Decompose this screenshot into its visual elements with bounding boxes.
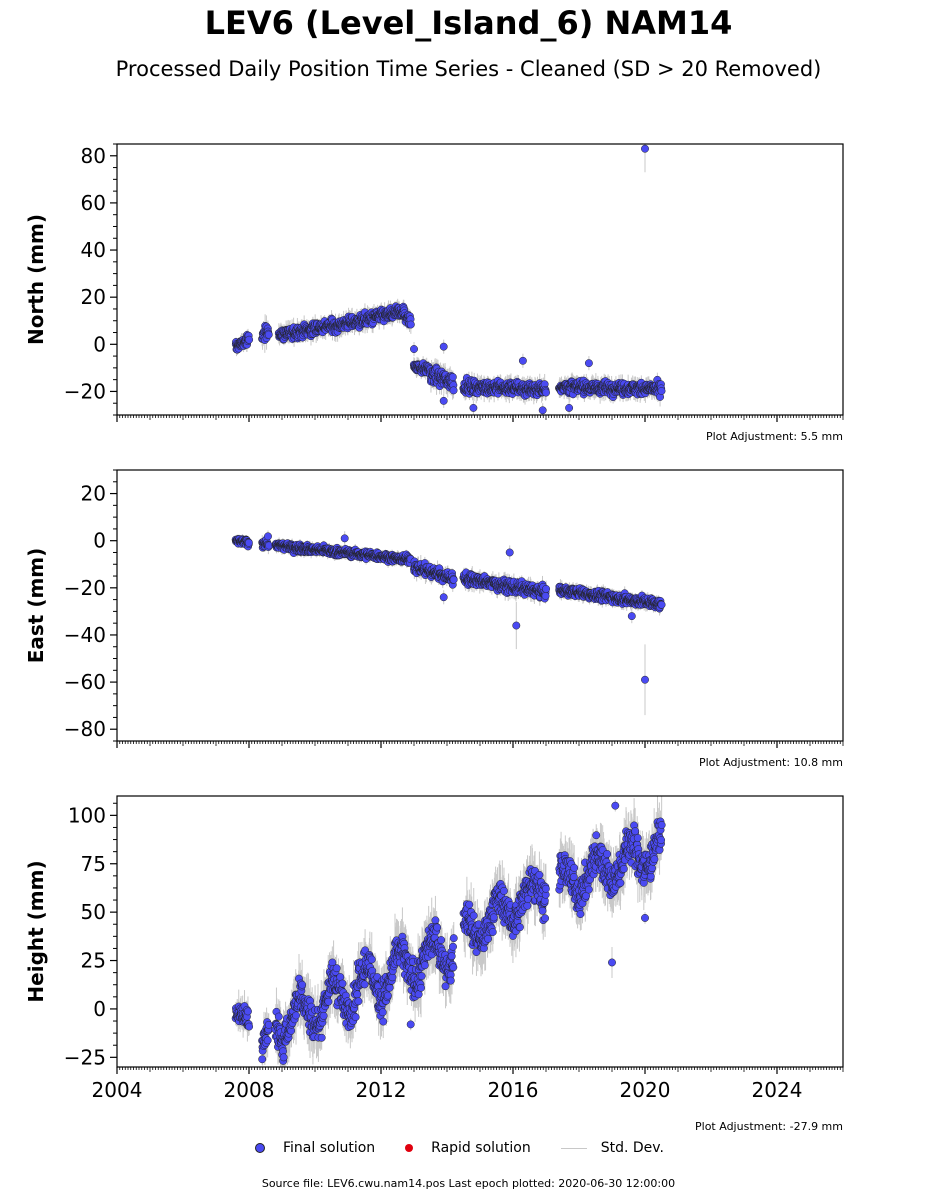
final-solution-point [542,388,550,397]
final-solution-point [565,403,574,412]
points [231,532,666,684]
final-solution-point [538,406,547,415]
errorbars [235,530,663,716]
final-solution-point [439,396,448,405]
final-solution-point [264,532,272,541]
y-tick-label: 40 [81,238,106,262]
y-tick-label: 60 [81,191,106,215]
data-layer [231,144,666,415]
data-layer [231,530,666,716]
plot-frame [116,143,844,416]
chart-subtitle: Processed Daily Position Time Series - C… [115,57,822,81]
final-solution-point [449,575,458,584]
y-tick-label: 0 [93,332,106,356]
final-solution-point [406,320,415,329]
panel-1: −20 0 20 40 60 80 North (mm) Plot Adjustment: 5… [24,143,844,443]
y-axis-label: North (mm) [24,214,48,345]
points [231,144,666,415]
final-solution-point [657,387,666,395]
final-solution-point [584,359,593,368]
final-solution-point [410,345,418,353]
final-solution-point [449,386,458,395]
final-solution-point [641,144,649,153]
final-solution-point [264,330,273,339]
y-tick-label: 80 [81,144,106,168]
plot-adjustment-note: Plot Adjustment: 5.5 mm [706,430,843,443]
y-tick-label: −20 [64,379,106,403]
final-solution-point [244,538,253,547]
final-solution-point [518,356,527,365]
y-tick-label: 20 [81,285,106,309]
chart-title: LEV6 (Level_Island_6) NAM14 [204,4,733,42]
final-solution-point [469,403,478,412]
final-solution-point [245,335,254,344]
final-solution-point [448,373,457,381]
final-solution-point [439,342,448,351]
